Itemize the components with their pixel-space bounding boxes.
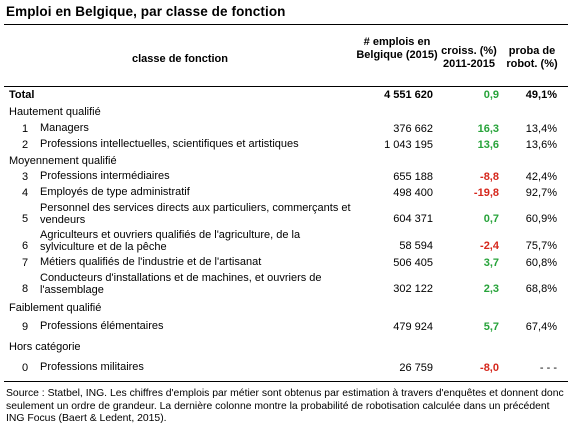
row-emplois: 479 924 (393, 321, 433, 333)
total-robotisation: 49,1% (525, 89, 557, 101)
row-label: Professions intermédiaires (40, 170, 170, 182)
row-emplois: 1 043 195 (384, 139, 433, 151)
row-robotisation: 67,4% (525, 321, 557, 333)
row-croissance: -2,4 (480, 240, 499, 252)
row-emplois: 498 400 (393, 187, 433, 199)
total-emplois: 4 551 620 (384, 89, 433, 101)
row-emplois: 58 594 (399, 240, 433, 252)
row-number: 4 (22, 187, 29, 199)
row-label: Managers (40, 122, 89, 134)
row-label: Agriculteurs et ouvriers qualifiés de l'… (40, 229, 301, 253)
row-robotisation: - - - (539, 362, 557, 374)
row-croissance: 16,3 (477, 123, 499, 135)
total-label: Total (9, 89, 35, 101)
row-number: 7 (22, 257, 29, 269)
row-number: 5 (22, 213, 29, 225)
row-croissance: -19,8 (473, 187, 499, 199)
row-number: 6 (22, 240, 29, 252)
row-croissance: 13,6 (477, 139, 499, 151)
row-croissance: 0,7 (483, 213, 499, 225)
row-robotisation: 92,7% (525, 187, 557, 199)
total-croissance: 0,9 (483, 89, 499, 101)
row-emplois: 604 371 (393, 213, 433, 225)
row-label: Métiers qualifiés de l'industrie et de l… (40, 256, 262, 268)
section-label: Hautement qualifié (9, 106, 101, 118)
row-number: 9 (22, 321, 29, 333)
bottom-rule (4, 381, 568, 382)
row-emplois: 302 122 (393, 283, 433, 295)
table-title: Emploi en Belgique, par classe de foncti… (6, 4, 286, 19)
row-label: Professions élémentaires (40, 320, 164, 332)
top-rule (4, 24, 568, 25)
row-number: 8 (22, 283, 29, 295)
row-label: Employés de type administratif (40, 186, 190, 198)
row-emplois: 655 188 (393, 171, 433, 183)
source-note: Source : Statbel, ING. Les chiffres d'em… (6, 388, 564, 425)
row-label: Professions intellectuelles, scientifiqu… (40, 138, 299, 150)
row-number: 1 (22, 123, 29, 135)
row-emplois: 506 405 (393, 257, 433, 269)
row-label: Professions militaires (40, 361, 144, 373)
header-classe: classe de fonction (132, 53, 228, 65)
row-croissance: -8,0 (480, 362, 499, 374)
section-label: Moyennement qualifié (9, 155, 117, 167)
section-label: Faiblement qualifié (9, 302, 102, 314)
row-emplois: 26 759 (399, 362, 433, 374)
header-robotisation: proba de robot. (%) (506, 45, 558, 70)
row-number: 3 (22, 171, 29, 183)
row-robotisation: 60,9% (525, 213, 557, 225)
row-robotisation: 13,4% (525, 123, 557, 135)
row-croissance: 3,7 (483, 257, 499, 269)
row-number: 0 (22, 362, 29, 374)
row-robotisation: 68,8% (525, 283, 557, 295)
row-robotisation: 75,7% (525, 240, 557, 252)
header-croissance: croiss. (%) 2011-2015 (441, 45, 497, 70)
row-robotisation: 42,4% (525, 171, 557, 183)
row-number: 2 (22, 139, 29, 151)
row-label: Conducteurs d'installations et de machin… (40, 272, 322, 296)
row-emplois: 376 662 (393, 123, 433, 135)
row-croissance: 5,7 (483, 321, 499, 333)
header-rule (4, 86, 568, 87)
row-croissance: -8,8 (480, 171, 499, 183)
row-croissance: 2,3 (483, 283, 499, 295)
header-emplois: # emplois en Belgique (2015) (356, 36, 438, 61)
row-robotisation: 60,8% (525, 257, 557, 269)
row-label: Personnel des services directs aux parti… (40, 202, 351, 226)
section-label: Hors catégorie (9, 341, 81, 353)
row-robotisation: 13,6% (525, 139, 557, 151)
